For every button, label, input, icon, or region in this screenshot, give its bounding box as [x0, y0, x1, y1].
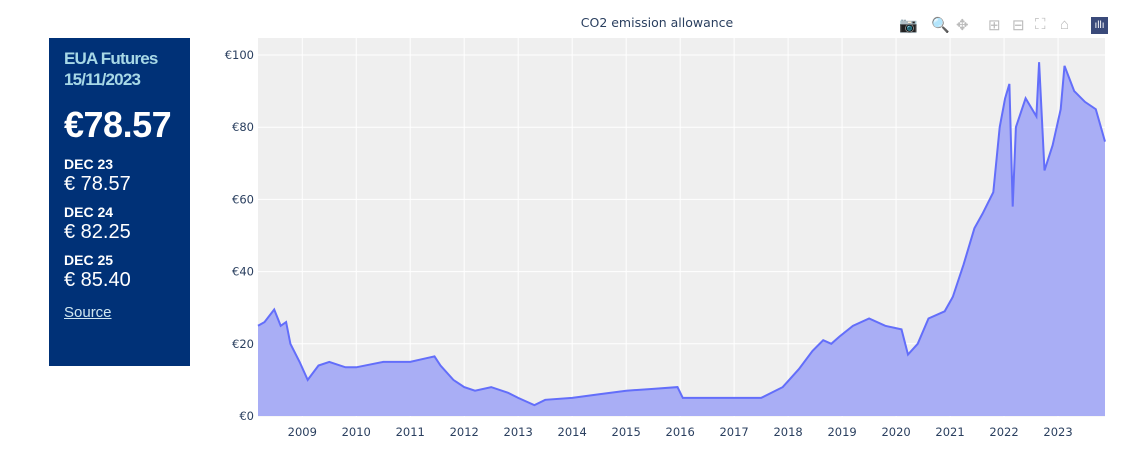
contract-label: DEC 23	[64, 156, 114, 172]
contract-value: € 82.25	[64, 221, 131, 243]
y-tick-label: €80	[232, 120, 254, 134]
x-tick-label: 2012	[450, 425, 479, 439]
x-tick-label: 2010	[342, 425, 371, 439]
source-link[interactable]: Source	[64, 304, 112, 321]
price-line	[257, 62, 1106, 407]
y-tick-label: €0	[239, 409, 254, 423]
y-tick-label: €40	[232, 265, 254, 279]
contract-dec23: DEC 23 € 78.57	[64, 156, 175, 196]
eua-futures-panel: EUA Futures 15/11/2023 €78.57 DEC 23 € 78…	[49, 38, 190, 366]
x-tick-label: 2023	[1043, 425, 1072, 439]
y-tick-label: €20	[232, 337, 254, 351]
zoom-icon[interactable]: 🔍	[931, 17, 950, 34]
pan-icon[interactable]: ✥	[956, 17, 969, 34]
x-tick-label: 2009	[288, 425, 317, 439]
home-icon[interactable]: ⌂	[1060, 16, 1070, 33]
zoom-out-icon[interactable]: ⊟	[1012, 17, 1025, 34]
x-tick-label: 2019	[827, 425, 856, 439]
x-tick-label: 2022	[989, 425, 1018, 439]
contract-label: DEC 24	[64, 204, 114, 220]
panel-date: 15/11/2023	[64, 70, 141, 89]
x-tick-label: 2013	[504, 425, 533, 439]
x-tick-label: 2018	[773, 425, 802, 439]
current-price: €78.57	[64, 104, 172, 145]
x-tick-label: 2011	[396, 425, 425, 439]
x-tick-label: 2014	[558, 425, 587, 439]
x-tick-label: 2016	[666, 425, 695, 439]
panel-title: EUA Futures	[64, 49, 158, 68]
contract-dec24: DEC 24 € 82.25	[64, 204, 175, 244]
autoscale-icon[interactable]: ⛶	[1035, 16, 1046, 33]
y-tick-label: €60	[232, 192, 254, 206]
price-area	[258, 62, 1105, 416]
contract-value: € 85.40	[64, 269, 131, 291]
plotly-logo-icon[interactable]: ıllı	[1091, 17, 1108, 34]
x-tick-label: 2020	[881, 425, 910, 439]
chart-title: CO2 emission allowance	[581, 15, 734, 30]
contract-dec25: DEC 25 € 85.40	[64, 252, 175, 292]
x-tick-label: 2017	[719, 425, 748, 439]
zoom-in-icon[interactable]: ⊞	[988, 17, 1001, 34]
x-tick-label: 2015	[612, 425, 641, 439]
camera-icon[interactable]: 📷	[899, 17, 918, 34]
x-tick-label: 2021	[935, 425, 964, 439]
y-tick-label: €100	[225, 48, 254, 62]
contract-label: DEC 25	[64, 252, 114, 268]
contract-value: € 78.57	[64, 173, 131, 195]
